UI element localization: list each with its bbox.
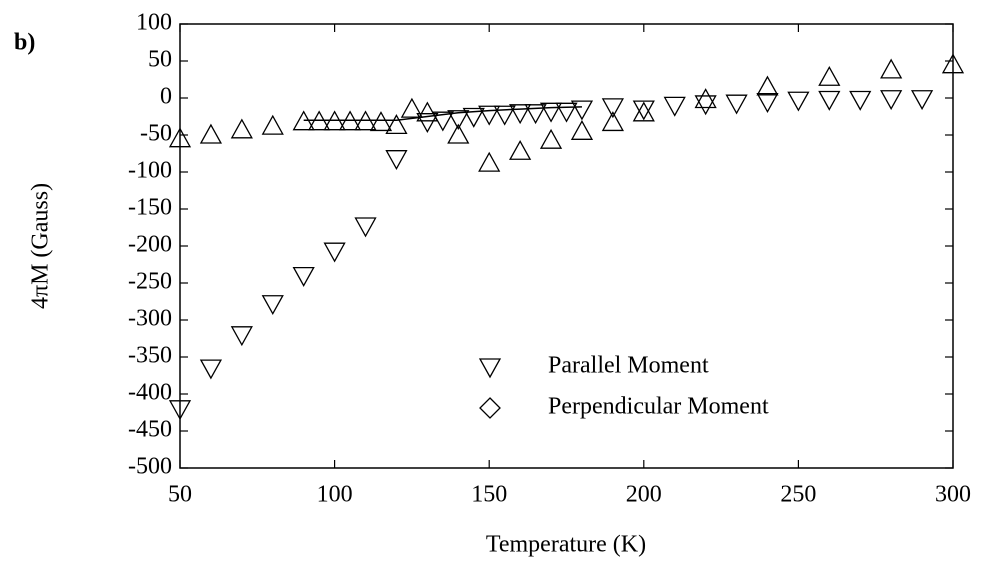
marker: [338, 110, 362, 131]
y-tick-label: -200: [128, 232, 172, 258]
y-tick-label: -300: [128, 306, 172, 332]
marker: [555, 102, 578, 123]
legend-label: Perpendicular Moment: [548, 394, 769, 420]
marker: [462, 107, 485, 128]
marker: [725, 94, 748, 115]
marker: [756, 75, 779, 96]
marker: [818, 65, 841, 86]
marker: [539, 128, 563, 149]
y-tick-label: -50: [140, 121, 172, 147]
fit-curve: [303, 106, 582, 121]
marker: [524, 104, 547, 125]
y-tick-label: -250: [128, 269, 172, 295]
y-tick-label: -150: [128, 195, 172, 221]
x-tick-label: 200: [626, 482, 662, 508]
marker: [354, 110, 377, 131]
marker: [941, 53, 965, 74]
marker: [168, 127, 192, 148]
marker: [292, 266, 315, 287]
marker: [756, 93, 779, 114]
marker: [416, 101, 439, 122]
marker: [493, 105, 516, 126]
marker: [880, 58, 903, 79]
y-tick-label: 0: [160, 84, 172, 110]
marker: [818, 90, 841, 111]
marker: [199, 359, 223, 380]
legend-marker: [479, 397, 501, 419]
marker: [694, 88, 717, 109]
marker: [478, 105, 501, 126]
marker: [447, 110, 470, 131]
marker: [230, 118, 253, 139]
marker: [663, 96, 686, 117]
marker: [323, 242, 346, 263]
y-tick-label: -350: [128, 343, 172, 369]
x-tick-label: 150: [471, 482, 507, 508]
marker: [230, 326, 253, 347]
marker: [369, 111, 393, 132]
y-tick-label: -100: [128, 158, 172, 184]
marker: [910, 90, 934, 111]
y-axis-label: 4πM (Gauss): [28, 183, 54, 309]
marker: [509, 104, 532, 125]
x-tick-label: 100: [317, 482, 353, 508]
marker: [570, 119, 594, 140]
marker: [632, 100, 655, 121]
marker: [478, 151, 501, 172]
marker: [601, 98, 624, 119]
x-tick-label: 300: [935, 482, 971, 508]
marker: [168, 400, 192, 421]
y-tick-label: 100: [136, 10, 172, 36]
x-tick-label: 50: [168, 482, 192, 508]
marker: [354, 217, 377, 238]
x-tick-label: 250: [780, 482, 816, 508]
marker: [447, 123, 470, 144]
marker: [416, 113, 439, 134]
marker: [323, 110, 346, 131]
legend-marker: [478, 358, 502, 379]
marker: [570, 100, 594, 121]
marker: [601, 111, 624, 132]
marker: [261, 114, 284, 135]
marker: [849, 90, 872, 111]
marker: [308, 110, 331, 131]
y-tick-label: -450: [128, 417, 172, 443]
marker: [694, 95, 717, 116]
annotation: b): [14, 30, 35, 56]
legend-label: Parallel Moment: [548, 353, 709, 379]
marker: [199, 123, 223, 144]
marker: [261, 295, 284, 316]
marker: [632, 101, 655, 122]
marker: [385, 150, 408, 171]
marker: [292, 110, 315, 131]
marker: [385, 114, 408, 135]
x-axis-label: Temperature (K): [486, 532, 646, 558]
marker: [509, 139, 532, 160]
marker: [880, 90, 903, 111]
marker: [539, 102, 563, 123]
marker: [400, 97, 424, 118]
y-tick-label: -400: [128, 380, 172, 406]
marker: [787, 91, 810, 112]
y-tick-label: 50: [148, 47, 172, 73]
y-tick-label: -500: [128, 454, 172, 480]
